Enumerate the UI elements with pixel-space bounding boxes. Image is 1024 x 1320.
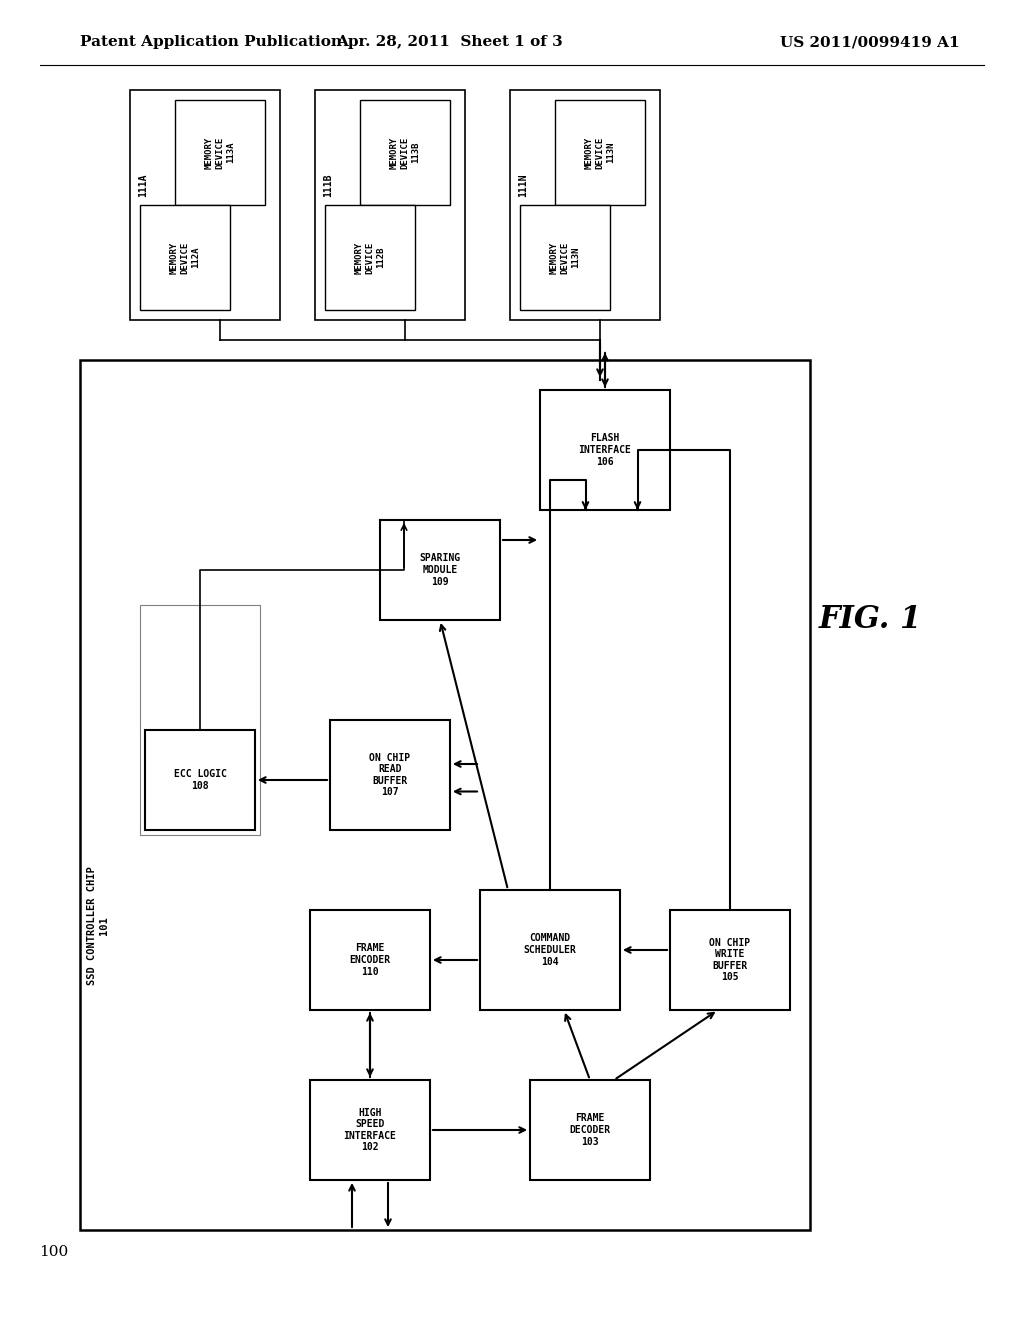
Text: MEMORY
DEVICE
112A: MEMORY DEVICE 112A (170, 242, 200, 273)
Bar (310, 909, 430, 1010)
Bar (520, 205, 610, 310)
Text: 100: 100 (39, 1245, 68, 1259)
Bar (540, 389, 670, 510)
Bar (310, 1080, 430, 1180)
Bar (670, 909, 790, 1010)
Text: FLASH
INTERFACE
106: FLASH INTERFACE 106 (579, 433, 632, 466)
Bar (145, 730, 255, 830)
Bar (140, 205, 230, 310)
Text: SSD CONTROLLER CHIP
101: SSD CONTROLLER CHIP 101 (87, 866, 109, 985)
Bar (360, 100, 450, 205)
Bar (530, 1080, 650, 1180)
Bar (325, 205, 415, 310)
Text: FRAME
DECODER
103: FRAME DECODER 103 (569, 1113, 610, 1147)
Bar (140, 605, 260, 836)
Bar (330, 719, 450, 830)
Bar (510, 90, 660, 319)
Text: HIGH
SPEED
INTERFACE
102: HIGH SPEED INTERFACE 102 (344, 1107, 396, 1152)
Bar (480, 890, 620, 1010)
Text: ON CHIP
READ
BUFFER
107: ON CHIP READ BUFFER 107 (370, 752, 411, 797)
Text: SPARING
MODULE
109: SPARING MODULE 109 (420, 553, 461, 586)
Text: MEMORY
DEVICE
112B: MEMORY DEVICE 112B (355, 242, 385, 273)
Text: FRAME
ENCODER
110: FRAME ENCODER 110 (349, 944, 390, 977)
Bar (315, 90, 465, 319)
Bar (80, 360, 810, 1230)
Bar (175, 100, 265, 205)
Text: 111B: 111B (323, 173, 333, 197)
Bar (555, 100, 645, 205)
Text: ECC LOGIC
108: ECC LOGIC 108 (173, 770, 226, 791)
Text: COMMAND
SCHEDULER
104: COMMAND SCHEDULER 104 (523, 933, 577, 966)
Text: MEMORY
DEVICE
113B: MEMORY DEVICE 113B (390, 136, 420, 169)
Bar (130, 90, 280, 319)
Text: MEMORY
DEVICE
113N: MEMORY DEVICE 113N (550, 242, 580, 273)
Text: 111A: 111A (138, 173, 148, 197)
Text: MEMORY
DEVICE
113N: MEMORY DEVICE 113N (585, 136, 614, 169)
Text: MEMORY
DEVICE
113A: MEMORY DEVICE 113A (205, 136, 234, 169)
Text: 111N: 111N (518, 173, 528, 197)
Text: Apr. 28, 2011  Sheet 1 of 3: Apr. 28, 2011 Sheet 1 of 3 (337, 36, 563, 49)
Text: US 2011/0099419 A1: US 2011/0099419 A1 (780, 36, 959, 49)
Text: FIG. 1: FIG. 1 (818, 605, 922, 635)
Text: ON CHIP
WRITE
BUFFER
105: ON CHIP WRITE BUFFER 105 (710, 937, 751, 982)
Text: Patent Application Publication: Patent Application Publication (80, 36, 342, 49)
Bar (380, 520, 500, 620)
